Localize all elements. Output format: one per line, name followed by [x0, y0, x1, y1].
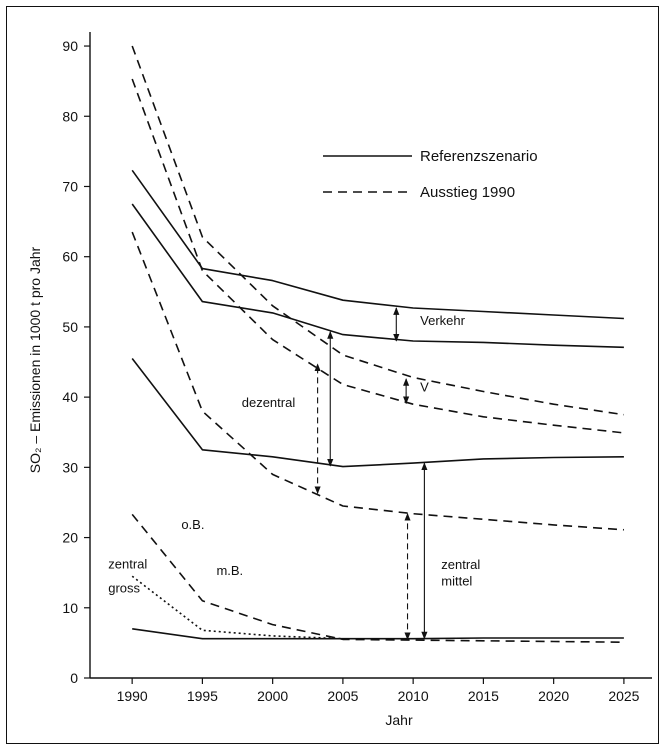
series-line-1-solid	[131, 169, 624, 320]
y-tick-label: 50	[62, 319, 78, 335]
annotation-v: V	[420, 380, 429, 395]
annotation-m-b-: m.B.	[216, 563, 243, 578]
y-axis-title: SO₂ – Emissionen in 1000 t pro Jahr	[27, 246, 43, 473]
legend-label-solid: Referenzszenario	[420, 148, 538, 165]
y-tick-label: 80	[62, 108, 78, 124]
annotation-o-b-: o.B.	[181, 517, 204, 532]
series-line-4-solid	[132, 628, 624, 640]
x-tick-label: 2005	[327, 688, 358, 704]
annotation-group: VerkehrVdezentralzentralmittelo.B.m.B.ze…	[108, 313, 480, 596]
annotation-dezentral: dezentral	[242, 395, 296, 410]
y-tick-label: 10	[62, 600, 78, 616]
y-tick-label: 70	[62, 178, 78, 194]
series-line-2-solid	[131, 203, 624, 349]
y-tick-label: 90	[62, 38, 78, 54]
y-tick-label: 40	[62, 389, 78, 405]
legend-label-dashed: Ausstieg 1990	[420, 184, 515, 201]
series-line-7-dashed	[131, 231, 624, 531]
series-line-8-dashed	[131, 513, 624, 643]
y-tick-label: 20	[62, 530, 78, 546]
series-line-3-solid	[131, 358, 624, 468]
series-line-6-dashed	[131, 78, 624, 434]
series-group	[131, 45, 625, 643]
annotation-zentral: zentral	[108, 556, 147, 571]
annotation-gross: gross	[108, 580, 140, 595]
y-tick-label: 0	[70, 670, 78, 686]
series-line-5-dashed	[131, 45, 625, 416]
series-line-9-dotted	[131, 575, 343, 640]
arrow-group	[314, 307, 428, 641]
x-tick-label: 1995	[187, 688, 218, 704]
x-tick-label: 2000	[257, 688, 288, 704]
y-tick-label: 60	[62, 249, 78, 265]
x-tick-label: 2015	[468, 688, 499, 704]
x-tick-label: 2010	[398, 688, 429, 704]
legend: Referenzszenario Ausstieg 1990	[323, 148, 538, 201]
x-tick-label: 1990	[117, 688, 148, 704]
annotation-zentral: zentral	[441, 557, 480, 572]
y-tick-label: 30	[62, 459, 78, 475]
annotation-verkehr: Verkehr	[420, 313, 465, 328]
x-tick-label: 2025	[608, 688, 639, 704]
x-axis-title: Jahr	[385, 712, 413, 728]
chart-frame	[6, 6, 659, 744]
annotation-mittel: mittel	[441, 573, 472, 588]
axes: 0 10 20 30 40 50 60 70 80 90 1990 1995 2000 2005 2010 2…	[62, 32, 652, 704]
x-tick-label: 2020	[538, 688, 569, 704]
